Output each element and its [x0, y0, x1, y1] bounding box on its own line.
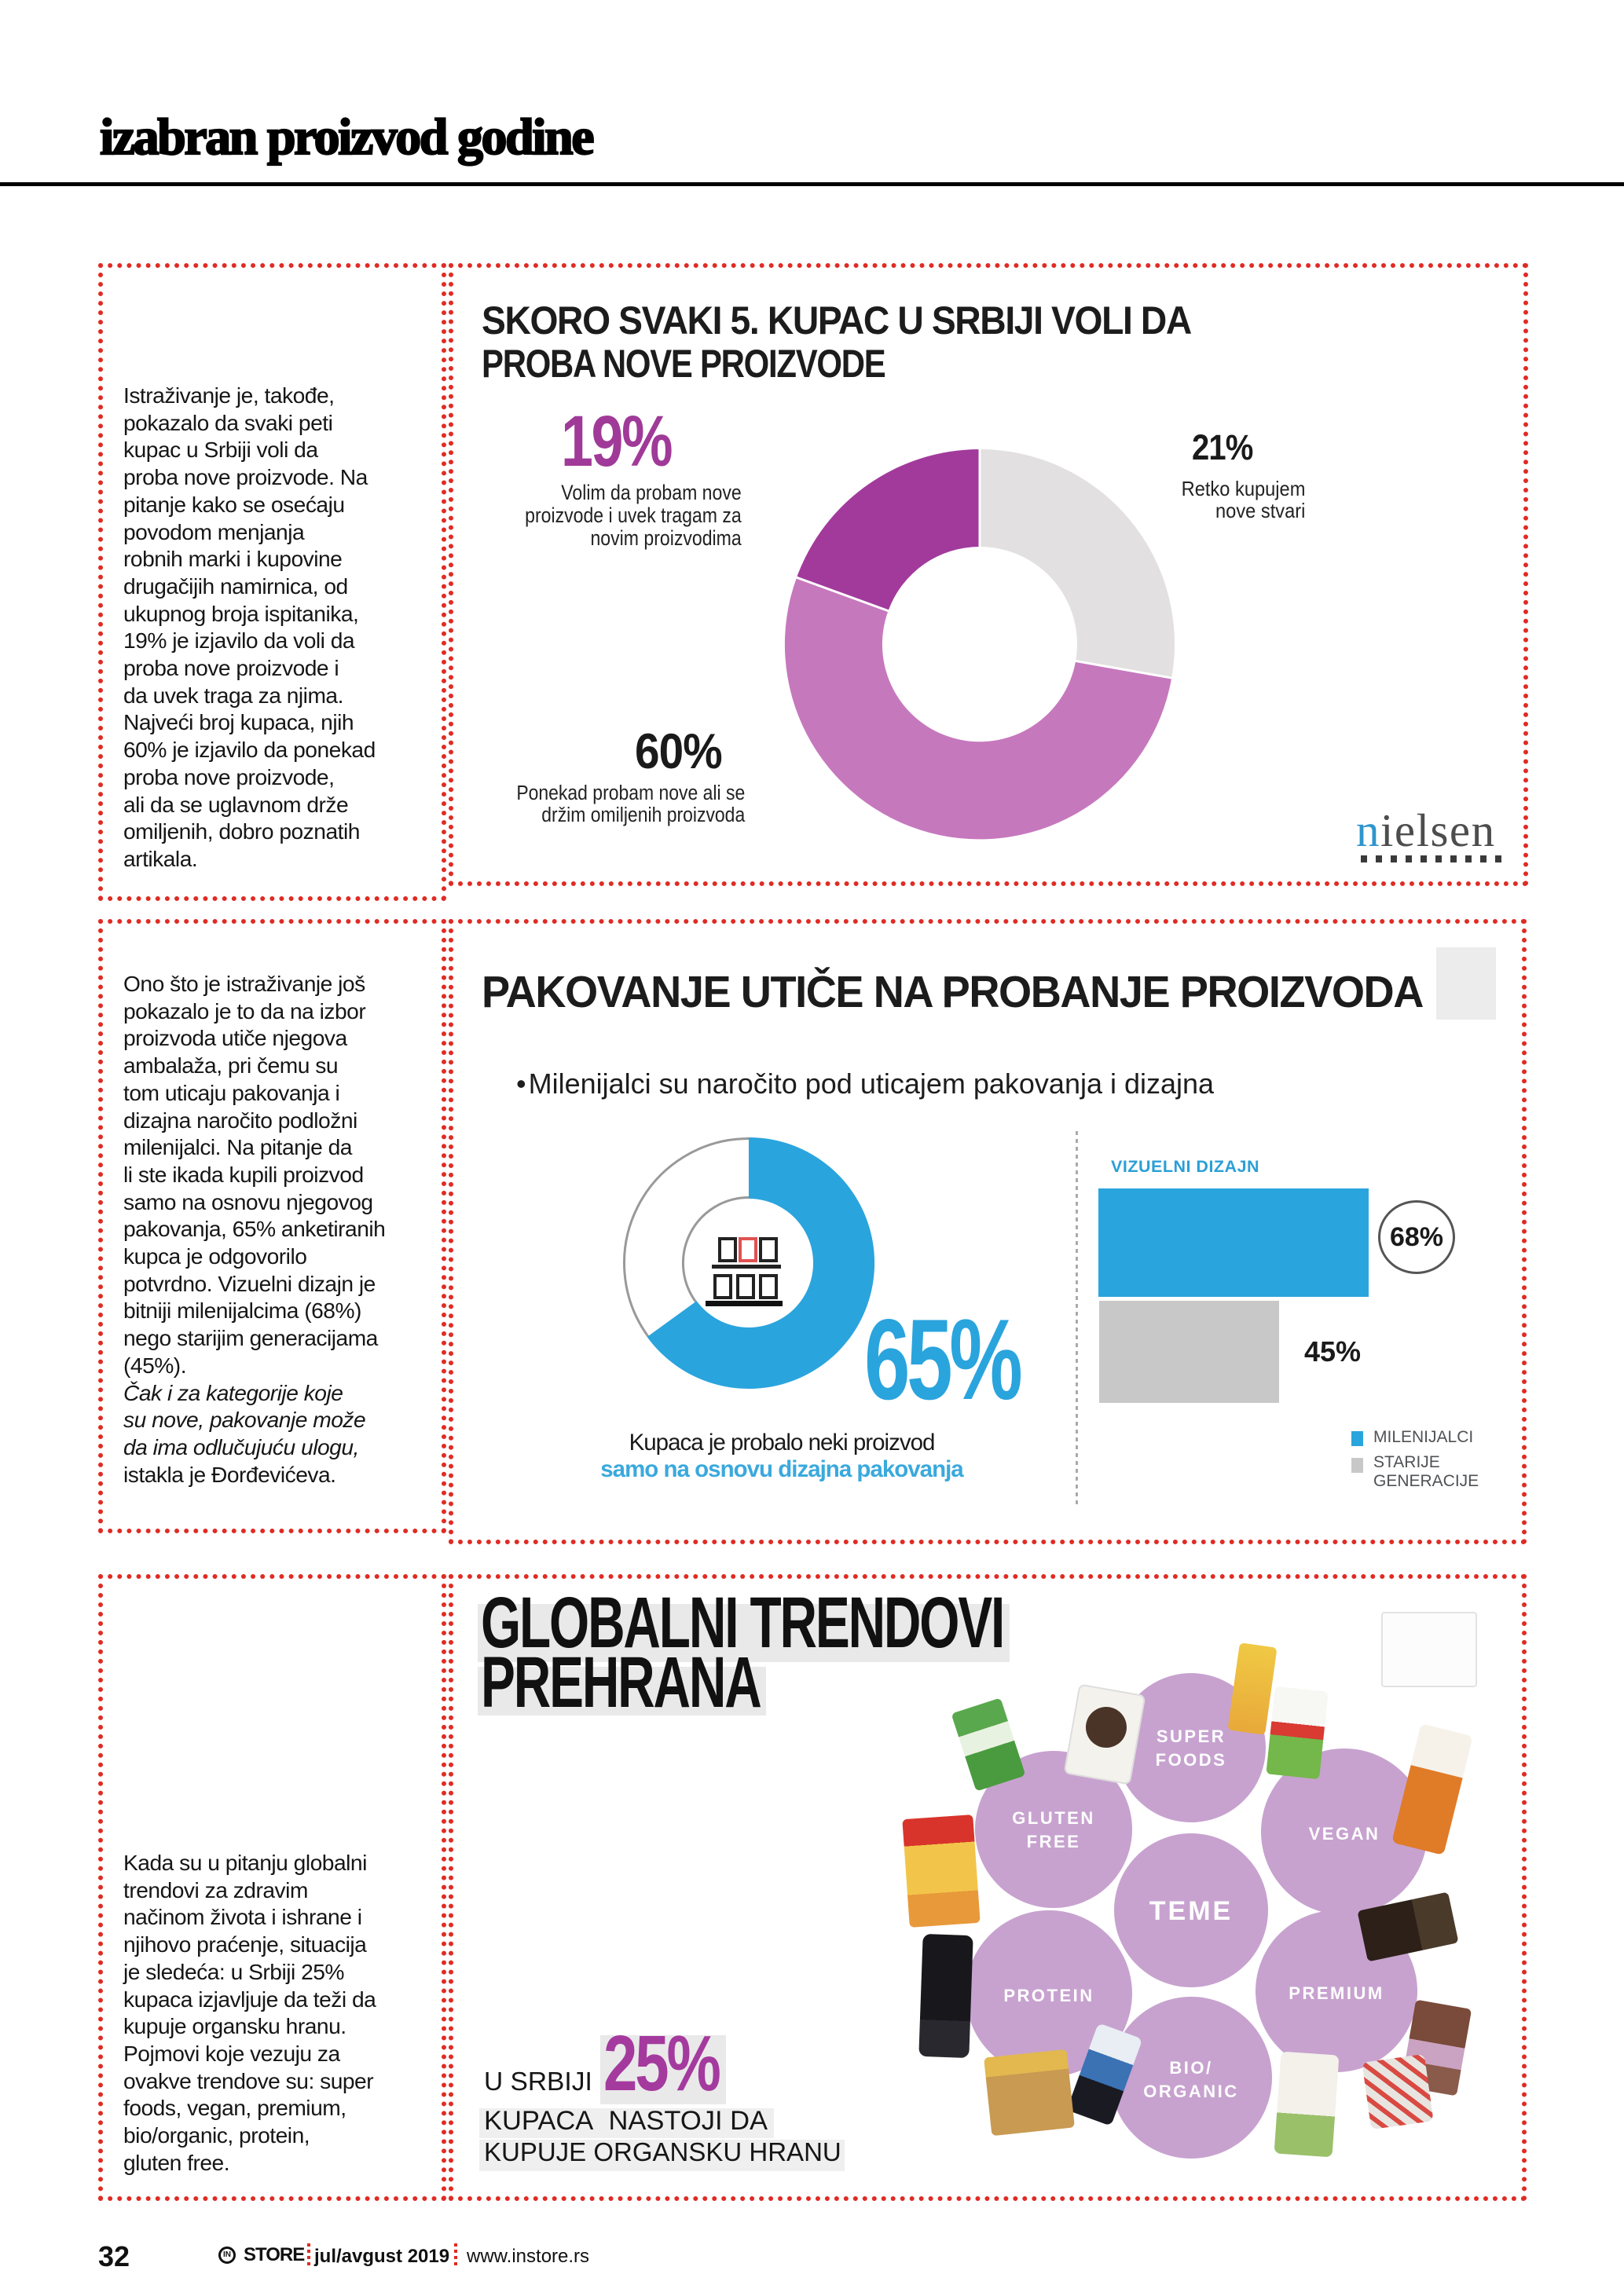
svg-text:GLUTEN: GLUTEN [1012, 1808, 1094, 1828]
svg-text:PROTEIN: PROTEIN [1003, 1986, 1094, 2005]
svg-text:FOODS: FOODS [1156, 1750, 1227, 1770]
svg-text:PREMIUM: PREMIUM [1289, 1983, 1384, 2003]
svg-text:VEGAN: VEGAN [1309, 1824, 1380, 1844]
svg-text:TEME: TEME [1149, 1896, 1233, 1926]
svg-text:ORGANIC: ORGANIC [1143, 2082, 1238, 2101]
svg-text:BIO/: BIO/ [1169, 2058, 1212, 2078]
svg-text:FREE: FREE [1027, 1832, 1081, 1851]
svg-text:SUPER: SUPER [1157, 1727, 1226, 1746]
